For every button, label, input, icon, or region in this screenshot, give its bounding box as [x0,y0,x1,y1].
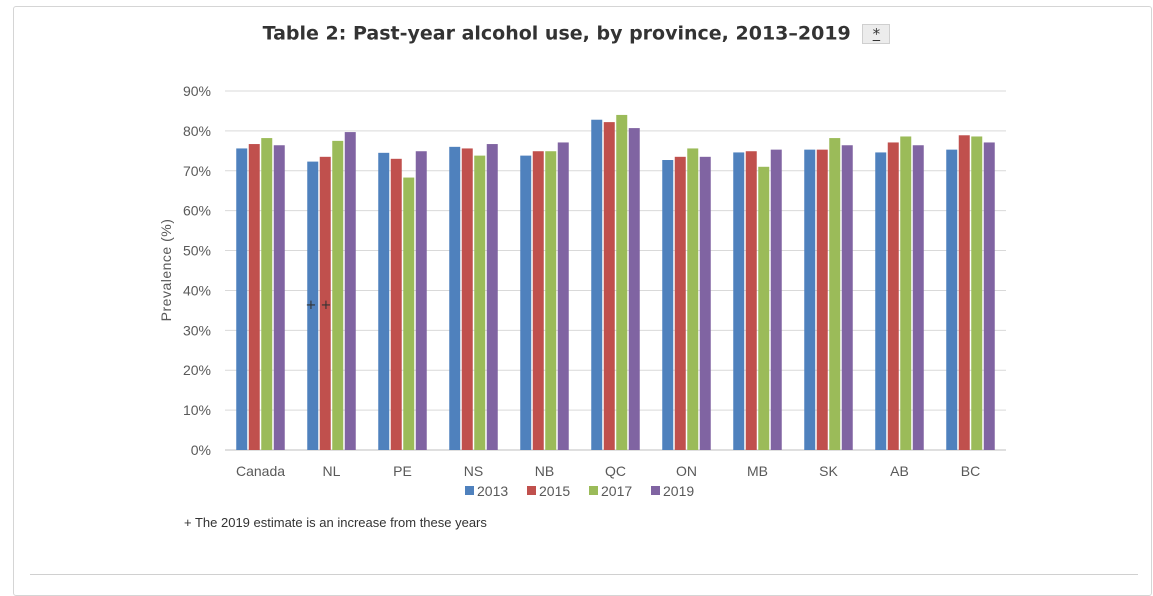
bar-bc-2013 [946,149,958,451]
y-tick-label: 30% [183,322,211,338]
x-tick-label: SK [819,463,838,479]
chart-footnote: + The 2019 estimate is an increase from … [184,515,487,530]
bar-canada-2013 [236,148,248,450]
bar-on-2017 [687,148,699,450]
bar-nl-2019 [344,132,356,450]
bar-ab-2015 [887,142,899,450]
bar-pe-2019 [415,151,427,450]
bar-sk-2015 [816,149,828,451]
bar-on-2013 [662,160,674,450]
x-tick-label: Canada [236,463,285,479]
legend-swatch-2017 [589,486,598,495]
bar-on-2015 [674,156,686,451]
bar-qc-2017 [616,114,628,450]
bar-nl-2013 [307,161,319,450]
divider [30,574,1138,575]
bar-ab-2017 [900,136,912,450]
y-tick-label: 20% [183,362,211,378]
bar-on-2019 [699,156,711,451]
bar-ns-2017 [474,155,486,450]
bar-chart: 0% 10% 20% 30% 40% 50% 60% 70% 80% 90% Prevalence … [158,83,1006,499]
bar-nb-2019 [557,142,569,450]
bar-pe-2017 [403,177,415,450]
x-tick-label: NL [323,463,341,479]
bar-nb-2015 [532,151,544,450]
bar-nb-2013 [520,155,532,450]
bar-mb-2013 [733,152,745,450]
bar-sk-2017 [829,138,841,450]
bar-nl-2015 [319,156,331,451]
x-tick-label: QC [605,463,626,479]
bar-sk-2013 [804,149,816,451]
bar-ab-2019 [912,145,924,450]
x-tick-label: NS [464,463,483,479]
y-tick-label: 70% [183,163,211,179]
bar-nl-2017 [332,140,344,450]
bar-mb-2017 [758,166,770,451]
y-tick-label: 80% [183,123,211,139]
y-tick-label: 40% [183,282,211,298]
bar-qc-2019 [628,128,640,450]
bar-bc-2015 [958,135,970,450]
y-tick-label: 0% [191,442,211,458]
x-tick-label: ON [676,463,697,479]
bar-bc-2019 [983,142,995,450]
y-axis-title: Prevalence (%) [158,219,174,322]
legend-swatch-2019 [651,486,660,495]
legend-swatch-2015 [527,486,536,495]
x-tick-label: AB [890,463,909,479]
legend-label-2015: 2015 [539,483,570,499]
footnote-link[interactable]: * [862,23,891,44]
y-tick-label: 90% [183,83,211,99]
increase-marker: + + [306,298,332,313]
y-tick-label: 50% [183,243,211,259]
legend-swatch-2013 [465,486,474,495]
bar-ns-2013 [449,146,461,450]
bar-qc-2013 [591,119,603,450]
bar-ab-2013 [875,152,887,450]
bar-ns-2015 [461,148,473,450]
bar-mb-2015 [745,151,757,450]
bar-pe-2015 [390,158,402,451]
y-tick-label: 10% [183,402,211,418]
chart-header: Table 2: Past-year alcohol use, by provi… [0,22,1153,45]
bar-sk-2019 [841,145,853,450]
bar-ns-2019 [486,144,498,450]
bar-nb-2017 [545,151,557,450]
x-tick-label: MB [747,463,768,479]
bar-canada-2015 [248,144,260,450]
x-tick-label: NB [535,463,554,479]
bar-bc-2017 [971,136,983,450]
bar-qc-2015 [603,122,615,450]
y-tick-label: 60% [183,203,211,219]
x-tick-label: BC [961,463,980,479]
bar-canada-2017 [261,138,273,450]
bar-mb-2019 [770,149,782,451]
bar-canada-2019 [273,145,285,450]
legend-label-2013: 2013 [477,483,508,499]
chart-title: Table 2: Past-year alcohol use, by provi… [262,22,851,45]
x-tick-label: PE [393,463,412,479]
bar-pe-2013 [378,152,390,451]
legend-label-2017: 2017 [601,483,632,499]
legend-label-2019: 2019 [663,483,694,499]
